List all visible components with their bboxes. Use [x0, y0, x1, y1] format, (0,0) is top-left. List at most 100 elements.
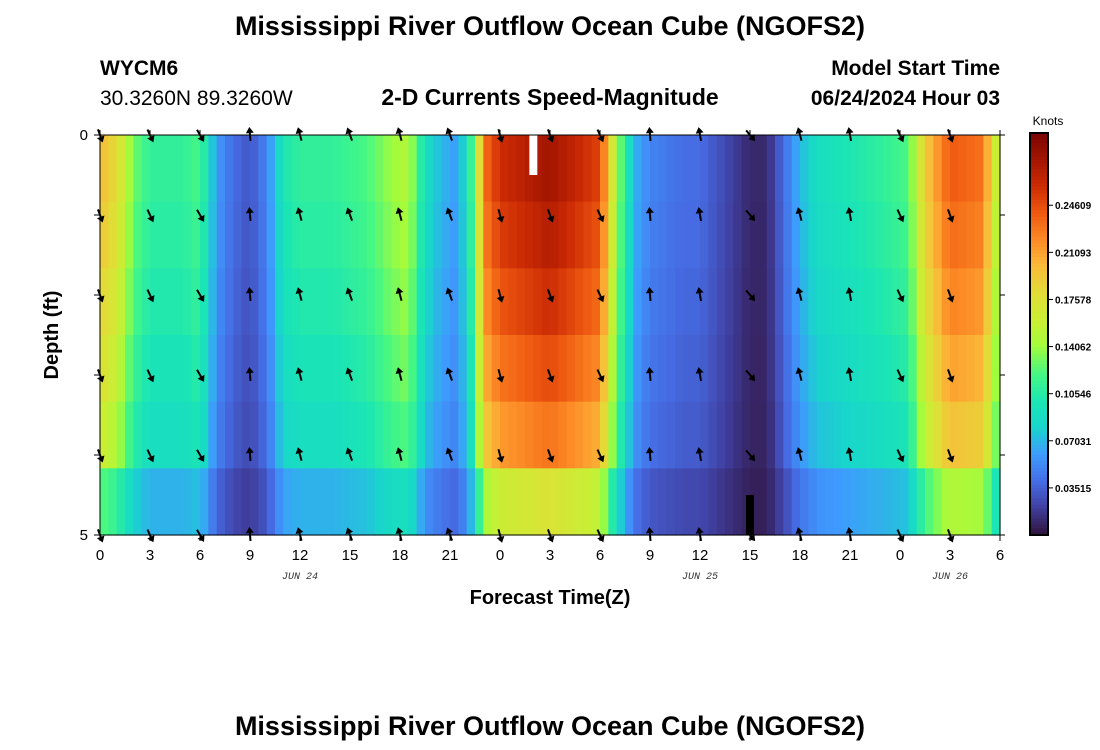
heatmap-cell [766, 335, 776, 403]
heatmap-cell [391, 135, 401, 203]
heatmap-cell [608, 135, 618, 203]
arrow-head [597, 375, 605, 383]
colorbar-swatch [1030, 461, 1048, 466]
current-arrow [695, 447, 704, 462]
heatmap-cell [975, 468, 984, 536]
heatmap-cell [233, 201, 243, 269]
heatmap-cell [191, 468, 201, 536]
heatmap-cell [191, 268, 201, 336]
heatmap-cell [925, 468, 934, 536]
current-arrow [496, 288, 505, 303]
heatmap-cell [591, 268, 601, 336]
heatmap-cell [758, 268, 768, 336]
colorbar-swatch [1030, 421, 1048, 426]
heatmap-cell [350, 135, 359, 203]
arrow-head [496, 375, 505, 383]
heatmap-cell [108, 335, 118, 403]
arrow-head [295, 447, 304, 455]
arrow-head [695, 367, 704, 374]
heatmap-cell [116, 468, 126, 536]
heatmap-cell [683, 201, 693, 269]
heatmap-cell [583, 135, 593, 203]
x-tick-label: 12 [692, 547, 709, 564]
x-tick-label: 0 [96, 547, 104, 564]
heatmap-cell [791, 401, 801, 469]
heatmap-cell [958, 335, 968, 403]
y-tick-label: 5 [80, 527, 88, 544]
heatmap-cell [675, 335, 684, 403]
colorbar-swatch [1030, 206, 1048, 211]
heatmap-cell [450, 268, 459, 336]
heatmap-cell [608, 401, 618, 469]
arrow-head [845, 527, 854, 534]
colorbar-swatch [1030, 189, 1048, 194]
heatmap-cell [233, 335, 243, 403]
heatmap-cell [250, 335, 259, 403]
heatmap-cell [775, 201, 784, 269]
current-arrow [645, 207, 654, 222]
heatmap-cell [666, 201, 676, 269]
arrow-head [795, 447, 804, 455]
heatmap-cell [125, 268, 134, 336]
heatmap-cell [475, 268, 484, 336]
current-arrow [395, 207, 404, 222]
heatmap-cell [191, 335, 201, 403]
colorbar-swatch [1030, 528, 1048, 533]
heatmap-cell [125, 401, 134, 469]
heatmap-cell [908, 135, 918, 203]
arrow-head [795, 287, 804, 295]
colorbar-swatch [1030, 213, 1048, 218]
heatmap-cell [908, 268, 918, 336]
heatmap-cell [650, 468, 659, 536]
arrow-head [395, 367, 404, 375]
heatmap-cell [133, 201, 143, 269]
heatmap-cell [700, 268, 709, 336]
x-date-label: JUN 24 [282, 572, 318, 583]
colorbar-swatch [1030, 303, 1048, 308]
heatmap-cell [408, 335, 418, 403]
heatmap-cell [575, 268, 584, 336]
colorbar-swatch [1030, 354, 1048, 359]
colorbar-swatch [1030, 454, 1048, 459]
colorbar-swatch [1030, 414, 1048, 419]
current-arrow [295, 207, 304, 222]
heatmap-cell [225, 201, 234, 269]
heatmap-cell [358, 201, 368, 269]
heatmap-cell [300, 401, 309, 469]
heatmap-cell [491, 401, 501, 469]
heatmap-cell [708, 335, 718, 403]
heatmap-cell [108, 468, 118, 536]
heatmap-cell [925, 335, 934, 403]
heatmap-cell [983, 201, 993, 269]
heatmap-cell [600, 201, 609, 269]
chart-subtitle: 2-D Currents Speed-Magnitude [381, 84, 718, 110]
heatmap-cell [458, 401, 468, 469]
heatmap-cell [391, 335, 401, 403]
heatmap-cell [516, 135, 526, 203]
arrow-head [395, 127, 404, 135]
current-arrow [395, 447, 404, 462]
heatmap-cell [766, 468, 776, 536]
heatmap-cell [200, 135, 209, 203]
heatmap-cell [658, 401, 668, 469]
heatmap-cell [458, 468, 468, 536]
heatmap-cell [791, 201, 801, 269]
heatmap-cell [175, 335, 184, 403]
heatmap-cell [183, 401, 193, 469]
arrow-head [946, 215, 955, 223]
heatmap-cell [116, 401, 126, 469]
colorbar-frame [1029, 132, 1049, 536]
heatmap-cell [158, 335, 168, 403]
heatmap-cell [533, 401, 543, 469]
heatmap-cell [441, 135, 451, 203]
x-tick-label: 0 [896, 547, 904, 564]
heatmap-cell [891, 135, 901, 203]
heatmap-cell [283, 468, 293, 536]
heatmap-cell [708, 401, 718, 469]
heatmap-cell [800, 335, 809, 403]
colorbar-swatch [1030, 280, 1048, 285]
heatmap-cell [975, 335, 984, 403]
heatmap-cell [716, 135, 726, 203]
colorbar-swatch [1030, 263, 1048, 268]
current-arrow [596, 289, 605, 303]
